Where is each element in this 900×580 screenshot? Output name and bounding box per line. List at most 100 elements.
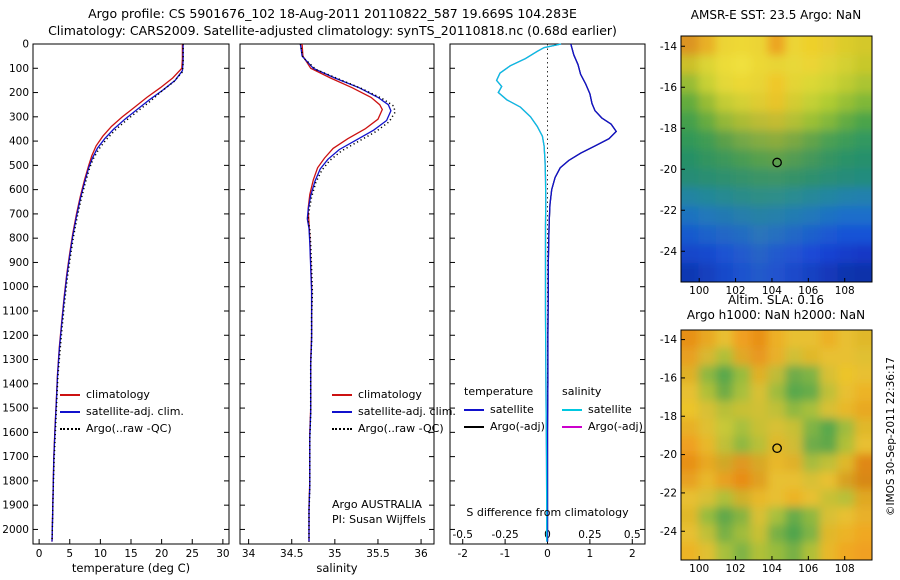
tick-label: 0.25 [578, 529, 601, 541]
tick-label: 800 [9, 233, 29, 245]
tick-label: -1 [500, 548, 510, 560]
tick-label: 1800 [2, 475, 29, 487]
tick-label: -16 [660, 82, 677, 94]
legend-item-s-satellite: satellite [562, 401, 643, 418]
tick-label: 1500 [2, 403, 29, 415]
sst-map-title: AMSR-E SST: 23.5 Argo: NaN [690, 8, 862, 22]
sst-map: 100 102 104 106 108 -14 -16 -18 -20 -22 -24 [660, 35, 873, 297]
argo-australia-line: Argo AUSTRALIA [332, 498, 422, 511]
tick-label: 1 [587, 548, 594, 560]
tick-label: 700 [9, 208, 29, 220]
tick-label: -14 [660, 41, 677, 53]
tick-label: 104 [762, 563, 782, 575]
copyright-stamp: ©IMOS 30-Sep-2011 22:36:17 [885, 357, 897, 516]
tick-label: -0.25 [492, 529, 519, 541]
tick-label: 102 [726, 285, 746, 297]
sla-map-color-field [681, 330, 872, 560]
tick-label: 100 [689, 563, 709, 575]
tick-label: -0.5 [452, 529, 473, 541]
tick-label: 35.5 [366, 548, 389, 560]
tick-label: 2 [629, 548, 636, 560]
temperature-profile-panel: 0100200300400500600700800900100011001200… [2, 39, 229, 561]
legend-header-salinity: salinity [562, 385, 602, 398]
legend-header-temperature: temperature [464, 385, 534, 398]
s-difference-annotation: S difference from climatology [466, 506, 629, 519]
tick-label: 1200 [2, 330, 29, 342]
sla-map-subtitle: Argo h1000: NaN h2000: NaN [686, 308, 866, 322]
tick-label: -2 [457, 548, 467, 560]
legend-item-t-argo-adj: Argo(-adj) [464, 418, 545, 435]
tick-label: 300 [9, 111, 29, 123]
temperature-axis-label: temperature (deg C) [71, 561, 191, 575]
legend-item-argo-raw: Argo(..raw -QC) [60, 420, 184, 437]
tick-label: 1700 [2, 451, 29, 463]
tick-label: -24 [660, 526, 677, 538]
tick-label: 1300 [2, 354, 29, 366]
argo-australia-note: Argo AUSTRALIA PI: Susan Wijffels [332, 497, 426, 527]
salinity-legend: climatology satellite-adj. clim. Argo(..… [332, 386, 456, 437]
difference-profile-panel: -2 -1 0 1 2-0.5 -0.25 0 0.25 0.5 [449, 43, 646, 560]
tick-label: -18 [660, 123, 677, 135]
salinity-profile-panel: 34 34.5 35 35.5 36 [239, 43, 435, 560]
tick-label: 15 [124, 548, 137, 560]
figure-title-line1: Argo profile: CS 5901676_102 18-Aug-2011… [88, 6, 577, 21]
tick-label: 34 [242, 548, 256, 560]
tick-label: -20 [660, 164, 677, 176]
tick-label: -16 [660, 372, 677, 384]
satellite-adj-clim-curve [299, 43, 392, 542]
satellite-clim-line-swatch [60, 411, 80, 413]
legend-label: climatology [86, 388, 150, 401]
climatology-line-swatch [332, 394, 352, 396]
tick-label: 25 [186, 548, 199, 560]
sla-map-title: Altim. SLA: 0.16 [727, 293, 825, 307]
pi-line: PI: Susan Wijffels [332, 513, 426, 526]
satellite-adj-clim-curve [51, 44, 184, 542]
legend-label: Argo(-adj) [588, 420, 643, 433]
legend-label: satellite [588, 403, 632, 416]
tick-label: 104 [762, 285, 782, 297]
legend-item-satellite-clim: satellite-adj. clim. [60, 403, 184, 420]
legend-label: Argo(..raw -QC) [86, 422, 172, 435]
tick-label: 108 [835, 285, 855, 297]
tick-label: 102 [726, 563, 746, 575]
tick-label: 400 [9, 136, 29, 148]
legend-label: satellite-adj. clim. [86, 405, 184, 418]
t-argo-adj-curve [546, 43, 618, 542]
tick-label: 0 [36, 548, 43, 560]
argo-float-position-marker [772, 157, 782, 168]
tick-label: 30 [216, 548, 229, 560]
tick-label: 10 [94, 548, 107, 560]
tick-label: 5 [66, 548, 73, 560]
t-satellite-curve [546, 43, 618, 542]
salinity-axis-label: salinity [316, 561, 358, 575]
t-difference-legend: temperature satellite Argo(-adj) [464, 383, 545, 435]
temperature-legend: climatology satellite-adj. clim. Argo(..… [60, 386, 184, 437]
legend-item-climatology: climatology [60, 386, 184, 403]
tick-label: -20 [660, 449, 677, 461]
tick-label: 1400 [2, 378, 29, 390]
argo-raw-qc-curve [51, 44, 184, 542]
t-argo-adj-line-swatch [464, 426, 484, 428]
climatology-curve [51, 44, 184, 542]
s-satellite-curve [495, 43, 562, 542]
tick-label: 500 [9, 160, 29, 172]
tick-label: 36 [414, 548, 428, 560]
sla-map: 100 102 104 106 108 -14 -16 -18 -20 -22 -24 [660, 329, 873, 575]
tick-label: 0 [544, 548, 551, 560]
figure-title-line2: Climatology: CARS2009. Satellite-adjuste… [48, 23, 617, 38]
tick-label: 1600 [2, 427, 29, 439]
s-difference-legend: salinity satellite Argo(-adj) [562, 383, 643, 435]
tick-label: -22 [660, 205, 677, 217]
tick-label: 600 [9, 184, 29, 196]
argo-raw-line-swatch [332, 428, 352, 430]
argo-raw-qc-curve [299, 43, 397, 542]
tick-label: 35 [328, 548, 341, 560]
tick-label: 106 [798, 563, 818, 575]
argo-float-position-marker [772, 443, 782, 454]
legend-label: Argo(..raw -QC) [358, 422, 444, 435]
s-argo-adj-line-swatch [562, 426, 582, 428]
tick-label: 108 [835, 563, 855, 575]
tick-label: 34.5 [280, 548, 303, 560]
